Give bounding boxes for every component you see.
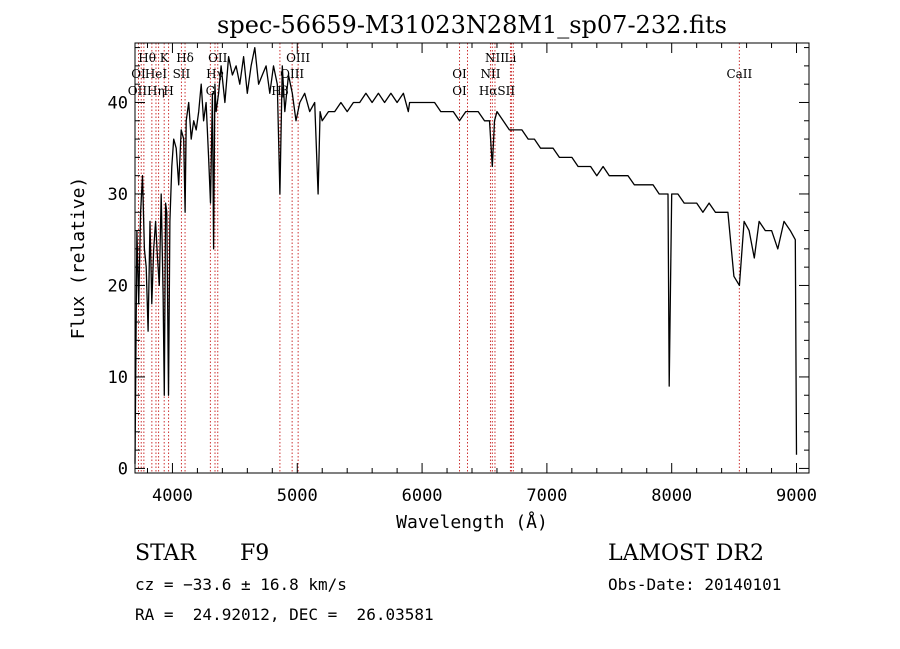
x-tick-label-9000: 9000 bbox=[776, 486, 817, 506]
line-label-2: Hδ bbox=[176, 51, 194, 65]
line-label-4: OIII bbox=[286, 51, 310, 65]
x-tick-label-8000: 8000 bbox=[651, 486, 692, 506]
line-label-17: G bbox=[206, 84, 216, 98]
x-tick-label-5000: 5000 bbox=[277, 486, 318, 506]
line-label-11: OIII bbox=[280, 67, 304, 81]
line-label-13: CaII bbox=[726, 67, 752, 81]
spectrum-line bbox=[134, 46, 798, 464]
survey-name: LAMOST DR2 bbox=[608, 541, 764, 566]
y-tick-label-20: 20 bbox=[108, 276, 128, 296]
line-label-0: Hθ bbox=[138, 51, 156, 65]
line-label-19: OI bbox=[452, 84, 467, 98]
spectral-subclass: F9 bbox=[240, 541, 269, 566]
y-tick-label-30: 30 bbox=[108, 185, 128, 205]
x-tick-label-7000: 7000 bbox=[526, 486, 567, 506]
line-label-7: OI bbox=[131, 67, 146, 81]
redshift-readout: cz = −33.6 ± 16.8 km/s bbox=[135, 575, 347, 594]
x-tick-label-6000: 6000 bbox=[402, 486, 443, 506]
line-markers bbox=[137, 43, 740, 473]
line-label-20: HαSII bbox=[479, 84, 516, 98]
plot-frame bbox=[134, 42, 810, 474]
chart-title: spec-56659-M31023N28M1_sp07-232.fits bbox=[217, 11, 727, 39]
y-axis-label: Flux (relative) bbox=[68, 177, 89, 340]
object-type: STAR bbox=[135, 541, 197, 566]
line-label-16: H bbox=[163, 84, 173, 98]
x-tick-label-4000: 4000 bbox=[152, 486, 193, 506]
x-axis: 4000 5000 6000 7000 8000 9000 bbox=[146, 43, 817, 506]
y-axis: 0 10 20 30 40 bbox=[108, 47, 809, 479]
line-label-15: OIIHη bbox=[128, 84, 165, 98]
y-tick-label-10: 10 bbox=[108, 368, 128, 388]
line-label-1: K bbox=[160, 51, 170, 65]
line-label-3: OII bbox=[208, 51, 228, 65]
line-label-9: SII bbox=[173, 67, 191, 81]
y-tick-label-0: 0 bbox=[118, 459, 128, 479]
line-label-12: OI bbox=[452, 67, 467, 81]
line-label-6: Li bbox=[505, 51, 517, 65]
line-label-8: HeI bbox=[145, 67, 168, 81]
obs-date: Obs-Date: 20140101 bbox=[608, 575, 781, 594]
x-axis-label: Wavelength (Å) bbox=[396, 511, 548, 533]
line-label-5: NII bbox=[485, 51, 505, 65]
line-label-14: NII bbox=[480, 67, 500, 81]
y-tick-label-40: 40 bbox=[108, 93, 128, 113]
coordinates: RA = 24.92012, DEC = 26.03581 bbox=[135, 605, 434, 624]
